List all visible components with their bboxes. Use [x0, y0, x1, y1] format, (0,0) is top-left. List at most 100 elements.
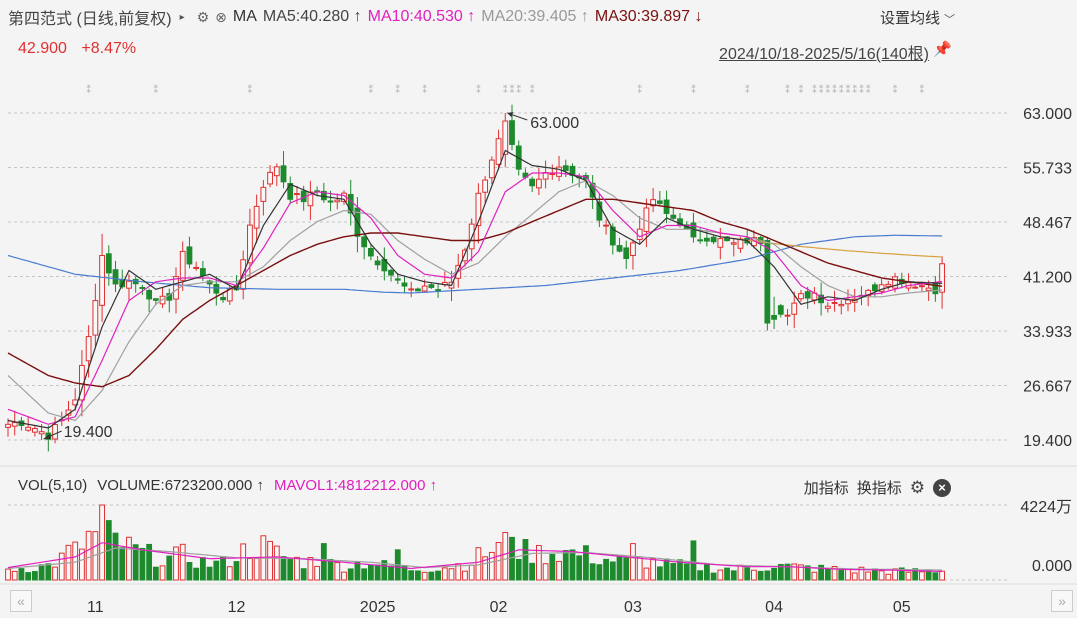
add-indicator-button[interactable]: 加指标 — [803, 480, 849, 497]
candle-up — [482, 179, 489, 193]
volume-bar-down — [132, 544, 139, 581]
volume-bar-down — [415, 570, 421, 581]
volume-bar-up — [636, 556, 643, 581]
candle-up — [38, 431, 45, 435]
date-tick-label: 02 — [490, 599, 508, 616]
ma20-value: MA20:39.405 ↑ — [481, 8, 589, 25]
volume-bar-down — [744, 567, 751, 581]
candle-down — [280, 165, 287, 183]
volume-bar-up — [630, 543, 636, 581]
candle-up — [650, 199, 657, 207]
volume-bar-down — [663, 558, 670, 581]
volume-bar-down — [388, 565, 394, 581]
candle-up — [52, 424, 58, 440]
ma-label: MA — [232, 8, 257, 25]
volume-bar-up — [643, 567, 650, 581]
volume-bar-down — [764, 570, 771, 581]
volume-bar-up — [247, 558, 253, 581]
volume-bar-down — [589, 563, 596, 581]
candle-up — [11, 422, 18, 427]
price-tick-label: 48.467 — [1023, 215, 1072, 232]
candle-up — [495, 138, 502, 165]
candle-up — [247, 224, 253, 264]
volume-bar-up — [650, 558, 657, 581]
volume-bar-down — [112, 532, 119, 581]
gear-icon[interactable]: ⚙ — [196, 8, 210, 25]
indicator-header: 第四范式 (日线,前复权) ▸ ⚙ ⊗ MA MA5:40.280 ↑ MA10… — [8, 6, 703, 28]
pin-icon[interactable]: 📌 — [933, 41, 952, 58]
scroll-right-button[interactable]: » — [1051, 590, 1073, 612]
candle-down — [361, 236, 368, 248]
volume-bar-up — [341, 571, 347, 581]
volume-bar-down — [199, 557, 206, 581]
price-annotations: 63.000 19.400 — [43, 112, 579, 441]
scroll-left-button[interactable]: « — [10, 590, 32, 612]
volume-bar-down — [710, 572, 717, 581]
event-marker-icon: ⁑ — [510, 84, 515, 95]
event-marker-icon: ⁑ — [832, 84, 837, 95]
volume-bar-up — [939, 570, 945, 581]
candle-up — [892, 276, 898, 289]
volume-bar-down — [670, 563, 677, 581]
volume-gear-icon[interactable]: ⚙ — [909, 477, 925, 497]
ma10-line — [7, 172, 943, 425]
close-icon[interactable]: ⊗ — [215, 8, 227, 25]
candle-down — [186, 246, 193, 265]
volume-bar-down — [38, 564, 45, 581]
volume-close-icon[interactable]: × — [933, 478, 951, 497]
candle-up — [549, 173, 556, 176]
volume-bar-down — [367, 564, 374, 581]
volume-header: VOL(5,10) VOLUME:6723200.000 ↑ MAVOL1:48… — [18, 477, 437, 494]
volume-bar-down — [146, 543, 153, 581]
volume-bar-up — [717, 569, 724, 581]
candle-up — [845, 299, 851, 305]
ma-settings-label: 设置均线 — [879, 10, 940, 27]
volume-bar-down — [233, 561, 240, 581]
volume-bar-down — [562, 550, 569, 581]
volume-bar-up — [905, 571, 912, 581]
volume-bar-down — [166, 555, 173, 581]
candle-down — [589, 182, 596, 198]
candle-down — [374, 260, 381, 266]
candle-down — [327, 200, 334, 203]
candle-up — [717, 238, 724, 248]
candle-up — [488, 159, 495, 179]
volume-bar-down — [381, 560, 388, 581]
high-arrow-head — [507, 112, 514, 117]
volume-bar-down — [871, 568, 878, 581]
candle-up — [865, 289, 872, 297]
volume-bar-down — [677, 559, 683, 581]
volume-bar-up — [11, 570, 18, 581]
candle-down — [703, 237, 710, 242]
candle-up — [475, 192, 482, 227]
candle-up — [630, 242, 636, 256]
event-marker-icon: ⁑ — [369, 84, 374, 95]
candle-down — [871, 284, 878, 292]
price-summary: 42.900 +8.47% — [18, 40, 146, 58]
event-marker-icon: ⁑ — [812, 84, 817, 95]
price-tick-label: 55.733 — [1023, 161, 1072, 178]
candle-up — [730, 242, 737, 245]
volume-bar-up — [542, 563, 549, 581]
event-marker-icon: ⁑ — [920, 84, 925, 95]
event-marker-icon: ⁑ — [396, 84, 401, 95]
stock-title[interactable]: 第四范式 (日线,前复权) — [8, 11, 172, 28]
switch-indicator-button[interactable]: 换指标 — [856, 480, 902, 497]
volume-tick-label: 0.000 — [1032, 558, 1072, 575]
event-markers: ⁑ ⁑ ⁑ ⁑ ⁑ ⁑ ⁑ ⁑ ⁑ ⁑ ⁑ ⁑ ⁑ ⁑ ⁑ ⁑ ⁑ ⁑ ⁑ ⁑ ⁑ ⁑ ⁑ ⁑ ⁑ ⁑ ⁑ — [86, 84, 924, 95]
candle-up — [737, 238, 744, 249]
event-marker-icon: ⁑ — [516, 84, 521, 95]
mavol1-value: MAVOL1:4812212.000 ↑ — [273, 477, 438, 494]
volume-bar-up — [845, 568, 851, 581]
date-range[interactable]: 2024/10/18-2025/5/16(140根) — [719, 46, 929, 63]
candle-down — [771, 315, 777, 320]
volume-bar-up — [226, 566, 233, 581]
ma-settings-button[interactable]: 设置均线 ﹀ — [880, 7, 955, 28]
expand-triangle-icon[interactable]: ▸ — [179, 11, 185, 23]
candle-up — [502, 120, 509, 155]
volume-bar-up — [919, 571, 925, 581]
volume-bar-down — [522, 539, 529, 581]
volume-bar-down — [757, 570, 764, 581]
candle-up — [925, 287, 932, 291]
